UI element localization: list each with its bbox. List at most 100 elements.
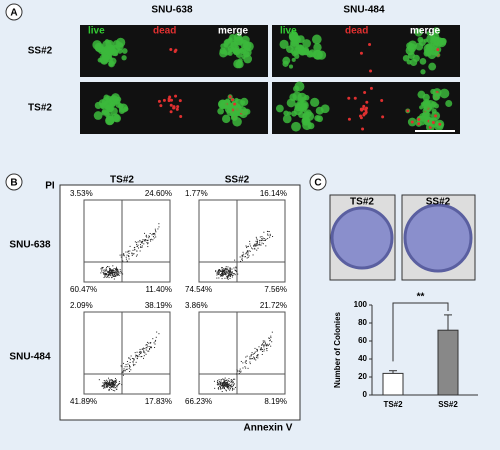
event-dot [106, 381, 108, 383]
event-dot [225, 272, 227, 274]
event-dot [219, 382, 221, 384]
event-dot [224, 273, 226, 275]
channel-label: live [280, 26, 297, 37]
event-dot [116, 385, 118, 387]
event-dot [241, 257, 243, 259]
event-dot [249, 243, 251, 245]
event-dot [248, 250, 250, 252]
event-dot [106, 269, 108, 271]
event-dot [226, 382, 228, 384]
event-dot [158, 223, 160, 225]
event-dot [108, 266, 110, 268]
event-dot [128, 252, 130, 254]
cell [308, 49, 317, 58]
event-dot [247, 254, 249, 256]
event-dot [102, 387, 104, 389]
cell [117, 42, 123, 48]
event-dot [128, 255, 130, 257]
event-dot [269, 233, 271, 235]
quadrant-value: 66.23% [185, 397, 212, 406]
event-dot [234, 270, 236, 272]
event-dot [254, 244, 256, 246]
event-dot [110, 386, 112, 388]
event-dot [218, 387, 220, 389]
event-dot [113, 275, 115, 277]
event-dot [116, 385, 118, 387]
event-dot [220, 274, 222, 276]
event-dot [223, 269, 225, 271]
event-dot [246, 251, 248, 253]
event-dot [261, 237, 263, 239]
event-dot [111, 273, 113, 275]
event-dot [254, 347, 256, 349]
cell [425, 48, 431, 54]
event-dot [152, 338, 154, 340]
event-dot [116, 386, 118, 388]
event-dot [121, 272, 123, 274]
event-dot [221, 382, 223, 384]
event-dot [223, 380, 225, 382]
event-dot [158, 333, 160, 335]
dead-cell [434, 114, 438, 118]
event-dot [254, 358, 256, 360]
event-dot [155, 231, 157, 233]
event-dot [155, 336, 157, 338]
event-dot [262, 341, 264, 343]
event-dot [226, 385, 228, 387]
event-dot [240, 370, 242, 372]
event-dot [114, 384, 116, 386]
event-dot [117, 274, 119, 276]
event-dot [154, 228, 156, 230]
event-dot [107, 385, 109, 387]
event-dot [143, 355, 145, 357]
event-dot [264, 343, 266, 345]
event-dot [229, 389, 231, 391]
event-dot [254, 352, 256, 354]
cell [305, 111, 310, 116]
dead-cell [417, 117, 421, 121]
event-dot [142, 239, 144, 241]
event-dot [225, 274, 227, 276]
event-dot [222, 270, 224, 272]
event-dot [133, 359, 135, 361]
event-dot [148, 346, 150, 348]
event-dot [221, 391, 223, 393]
event-dot [256, 355, 258, 357]
event-dot [232, 386, 234, 388]
event-dot [102, 385, 104, 387]
event-dot [226, 379, 228, 381]
cell [93, 111, 103, 120]
cell [114, 98, 121, 105]
event-dot [267, 344, 269, 346]
event-dot [104, 269, 106, 271]
event-dot [217, 271, 219, 273]
event-dot [245, 359, 247, 361]
event-dot [237, 273, 239, 275]
dead-cell [176, 105, 180, 109]
event-dot [223, 378, 225, 380]
event-dot [126, 261, 128, 263]
event-dot [262, 340, 264, 342]
cell [436, 37, 447, 48]
event-dot [111, 386, 113, 388]
event-dot [104, 382, 106, 384]
event-dot [224, 272, 226, 274]
event-dot [112, 380, 114, 382]
event-dot [225, 389, 227, 391]
dead-cell [178, 99, 182, 103]
event-dot [136, 244, 138, 246]
event-dot [148, 350, 150, 352]
event-dot [147, 242, 149, 244]
event-dot [140, 246, 142, 248]
event-dot [216, 274, 218, 276]
dead-cell [162, 98, 166, 102]
channel-label: dead [153, 26, 176, 37]
event-dot [249, 361, 251, 363]
dead-cell [230, 98, 234, 102]
event-dot [262, 237, 264, 239]
event-dot [221, 384, 223, 386]
event-dot [134, 246, 136, 248]
event-dot [258, 346, 260, 348]
event-dot [111, 271, 113, 273]
event-dot [98, 379, 100, 381]
